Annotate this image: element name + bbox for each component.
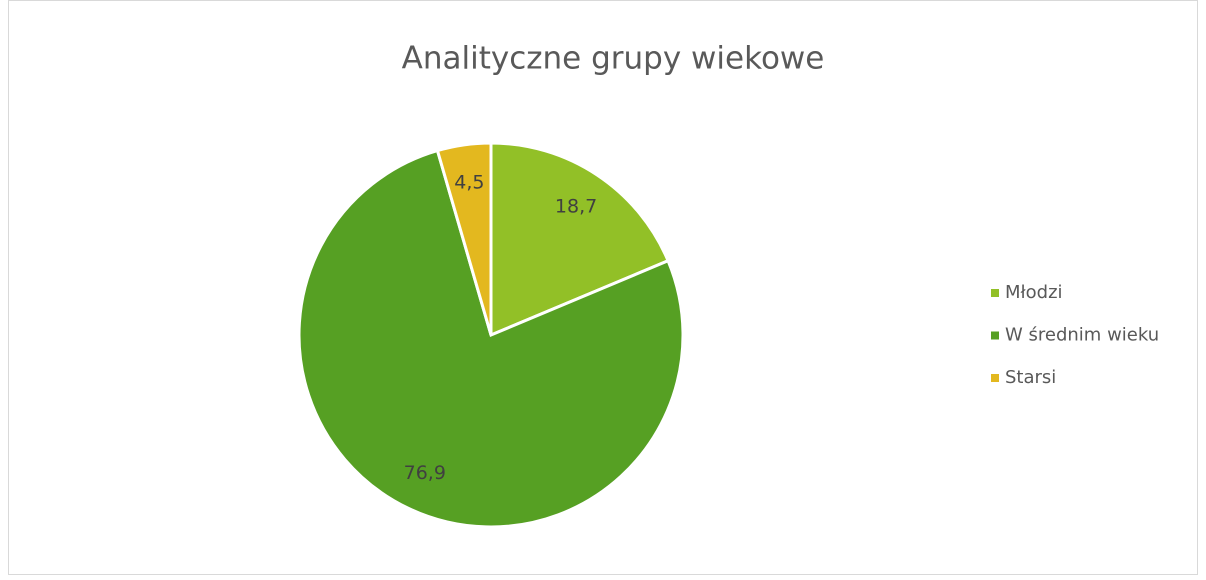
- legend-swatch: [991, 331, 999, 340]
- data-label: 76,9: [404, 462, 446, 484]
- legend-label: Młodzi: [1005, 282, 1063, 303]
- pie-slice: [489, 141, 671, 338]
- pie-slice: [297, 148, 685, 529]
- legend-label: W średnim wieku: [1005, 325, 1159, 346]
- data-label: 4,5: [454, 171, 484, 193]
- data-label: 18,7: [555, 196, 597, 218]
- legend-swatch: [991, 289, 999, 297]
- legend-swatch: [991, 374, 999, 382]
- chart-title: Analityczne grupy wiekowe: [402, 41, 825, 77]
- legend-label: Starsi: [1005, 367, 1056, 388]
- pie-slice: [435, 141, 493, 336]
